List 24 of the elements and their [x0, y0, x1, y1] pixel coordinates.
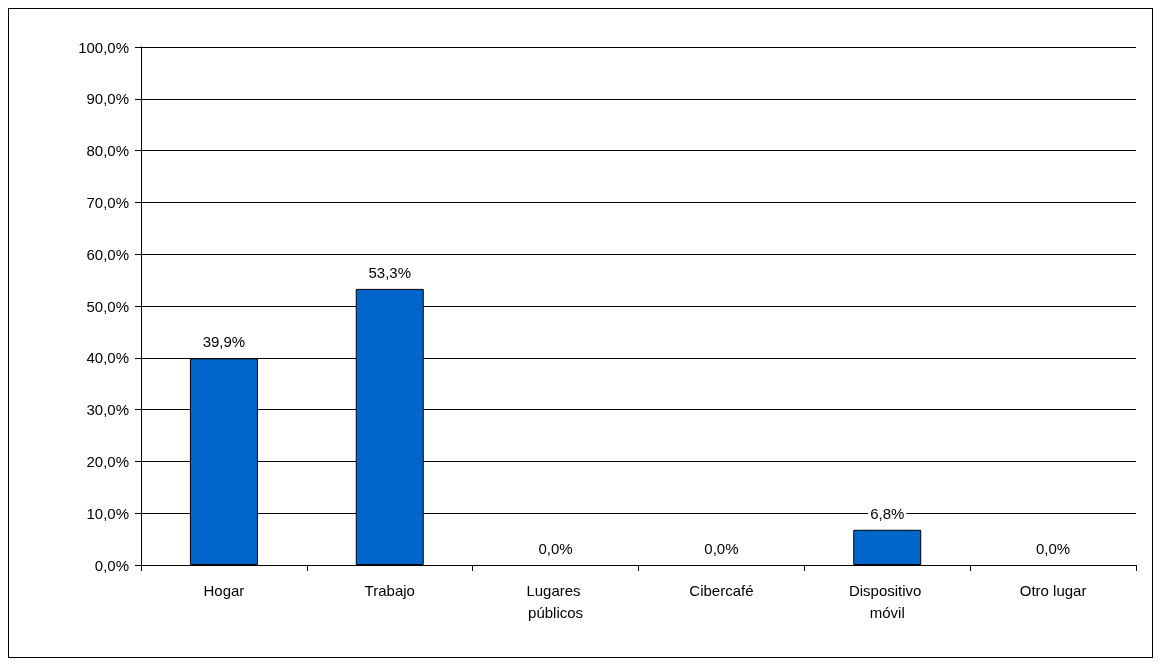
x-tick-label: Lugares públicos — [526, 581, 585, 621]
y-tick-label: 80,0% — [86, 142, 129, 160]
y-tick-label: 100,0% — [78, 38, 129, 56]
x-tick-label: Cibercafé — [689, 581, 754, 599]
y-tick-label: 90,0% — [86, 90, 129, 108]
y-tick-label: 70,0% — [86, 193, 129, 211]
x-tick-label: Trabajo — [364, 581, 415, 599]
x-tick-label: Hogar — [203, 581, 245, 599]
y-tick-label: 0,0% — [94, 556, 129, 574]
data-label: 0,0% — [1035, 540, 1071, 557]
data-label: 53,3% — [368, 263, 412, 281]
y-tick-label: 60,0% — [86, 245, 129, 263]
x-tick-label: Otro lugar — [1019, 581, 1087, 599]
y-tick-label: 20,0% — [86, 452, 129, 470]
x-tick-label: Dispositivo móvil — [848, 581, 926, 621]
y-tick-label: 30,0% — [86, 401, 129, 419]
y-tick-label: 10,0% — [86, 504, 129, 522]
data-label: 0,0% — [538, 540, 573, 557]
data-label: 39,9% — [202, 333, 246, 351]
bar — [853, 529, 922, 565]
y-tick-label: 40,0% — [86, 349, 129, 367]
data-label: 6,8% — [870, 504, 905, 522]
y-tick-label: 50,0% — [86, 297, 129, 315]
data-label: 0,0% — [704, 540, 739, 557]
